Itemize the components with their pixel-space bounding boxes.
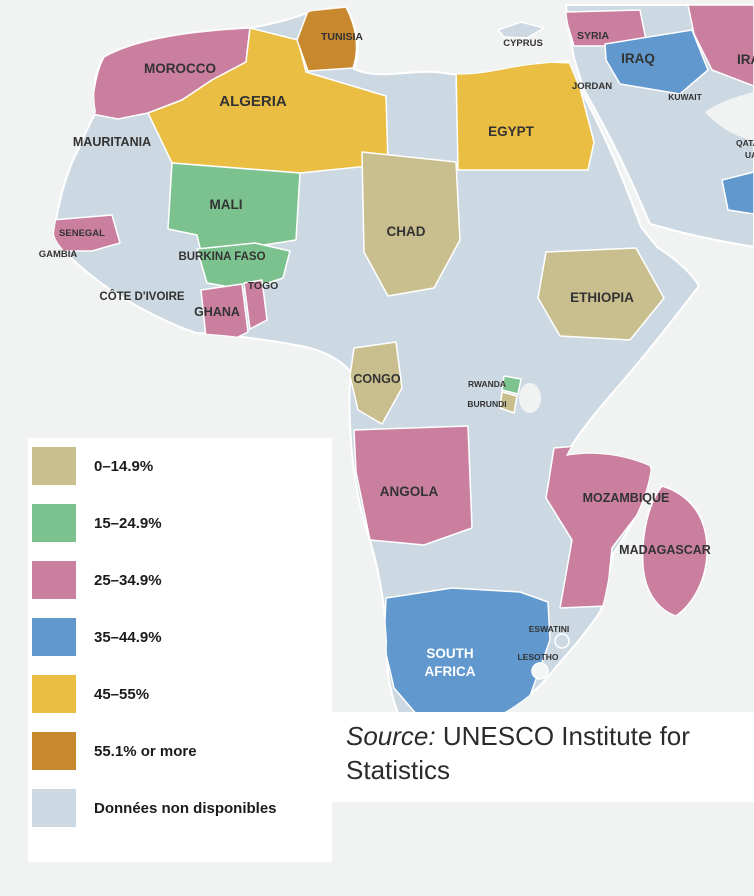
country-ethiopia — [537, 247, 665, 341]
label-mozambique: MOZAMBIQUE — [583, 491, 670, 505]
label-rwanda: RWANDA — [468, 379, 506, 389]
source-box: Source: UNESCO Institute for Statistics — [332, 712, 754, 802]
label-senegal: SENEGAL — [59, 228, 105, 239]
label-gambia: GAMBIA — [39, 249, 78, 260]
source-prefix: Source: — [346, 721, 436, 751]
country-iran — [687, 5, 754, 87]
legend-swatch-45-55 — [32, 675, 76, 713]
label-south-africa-line2: AFRICA — [425, 664, 476, 679]
legend-item-15-249: 15–24.9% — [32, 504, 332, 542]
label-eswatini: ESWATINI — [529, 624, 569, 634]
legend-label: 45–55% — [94, 685, 150, 703]
label-lesotho: LESOTHO — [517, 652, 558, 662]
label-jordan: JORDAN — [572, 81, 612, 92]
legend-swatch-15-249 — [32, 504, 76, 542]
country-burundi — [499, 391, 518, 414]
label-qatar: QATAR — [736, 138, 754, 148]
persian-gulf — [705, 92, 754, 141]
lake-victoria — [519, 383, 541, 413]
label-kuwait: KUWAIT — [668, 92, 702, 102]
country-togo — [243, 279, 268, 330]
label-egypt: EGYPT — [488, 124, 535, 139]
label-mali: MALI — [210, 197, 243, 212]
label-burundi: BURUNDI — [467, 399, 506, 409]
country-burkina-faso — [196, 242, 291, 291]
legend-swatch-25-349 — [32, 561, 76, 599]
country-angola — [353, 425, 473, 546]
legend-item-0-149: 0–14.9% — [32, 447, 332, 485]
label-iran: IRAN — [737, 52, 754, 67]
label-cyprus: CYPRUS — [503, 38, 543, 49]
label-ghana: GHANA — [194, 305, 240, 319]
legend-label: 25–34.9% — [94, 571, 162, 589]
mainland-countries — [54, 7, 665, 730]
legend-swatch-55-plus — [32, 732, 76, 770]
label-algeria: ALGERIA — [219, 93, 287, 110]
country-chad — [361, 151, 461, 297]
country-iraq — [604, 29, 709, 95]
legend-item-35-449: 35–44.9% — [32, 618, 332, 656]
label-tunisia: TUNISIA — [321, 31, 363, 43]
legend-label: 15–24.9% — [94, 514, 162, 532]
label-mauritania: MAURITANIA — [73, 135, 151, 149]
label-morocco: MOROCCO — [144, 61, 216, 76]
label-chad: CHAD — [387, 224, 426, 239]
legend-label: 35–44.9% — [94, 628, 162, 646]
country-tunisia — [296, 7, 358, 72]
legend-item-55-plus: 55.1% or more — [32, 732, 332, 770]
label-south-africa-line1: SOUTH — [426, 646, 473, 661]
legend-item-25-349: 25–34.9% — [32, 561, 332, 599]
region-gulf-blue — [721, 171, 754, 215]
label-angola: ANGOLA — [380, 484, 439, 499]
label-syria: SYRIA — [577, 30, 610, 42]
country-eswatini — [554, 633, 570, 649]
country-rwanda — [501, 375, 522, 395]
legend-swatch-35-449 — [32, 618, 76, 656]
label-cote-divoire: CÔTE D'IVOIRE — [99, 290, 184, 303]
country-madagascar — [641, 485, 708, 617]
country-ghana — [200, 283, 249, 342]
label-congo: CONGO — [353, 372, 401, 386]
label-uae: UAE — [745, 150, 754, 160]
country-cyprus — [497, 21, 545, 39]
legend-label: Données non disponibles — [94, 799, 277, 817]
legend-label: 0–14.9% — [94, 457, 154, 475]
legend-swatch-0-149 — [32, 447, 76, 485]
label-iraq: IRAQ — [621, 51, 655, 66]
label-togo: TOGO — [248, 280, 279, 292]
legend-item-no-data: Données non disponibles — [32, 789, 332, 827]
legend-swatch-no-data — [32, 789, 76, 827]
mideast-countries — [566, 5, 754, 215]
label-madagascar: MADAGASCAR — [619, 543, 711, 557]
legend-item-45-55: 45–55% — [32, 675, 332, 713]
source-text: UNESCO Institute for Statistics — [346, 721, 690, 785]
country-egypt — [455, 61, 595, 171]
label-ethiopia: ETHIOPIA — [570, 290, 634, 305]
legend-label: 55.1% or more — [94, 742, 197, 760]
label-burkina-faso: BURKINA FASO — [178, 251, 265, 263]
legend: 0–14.9% 15–24.9% 25–34.9% 35–44.9% 45–55… — [28, 438, 332, 862]
country-lesotho — [531, 662, 549, 680]
